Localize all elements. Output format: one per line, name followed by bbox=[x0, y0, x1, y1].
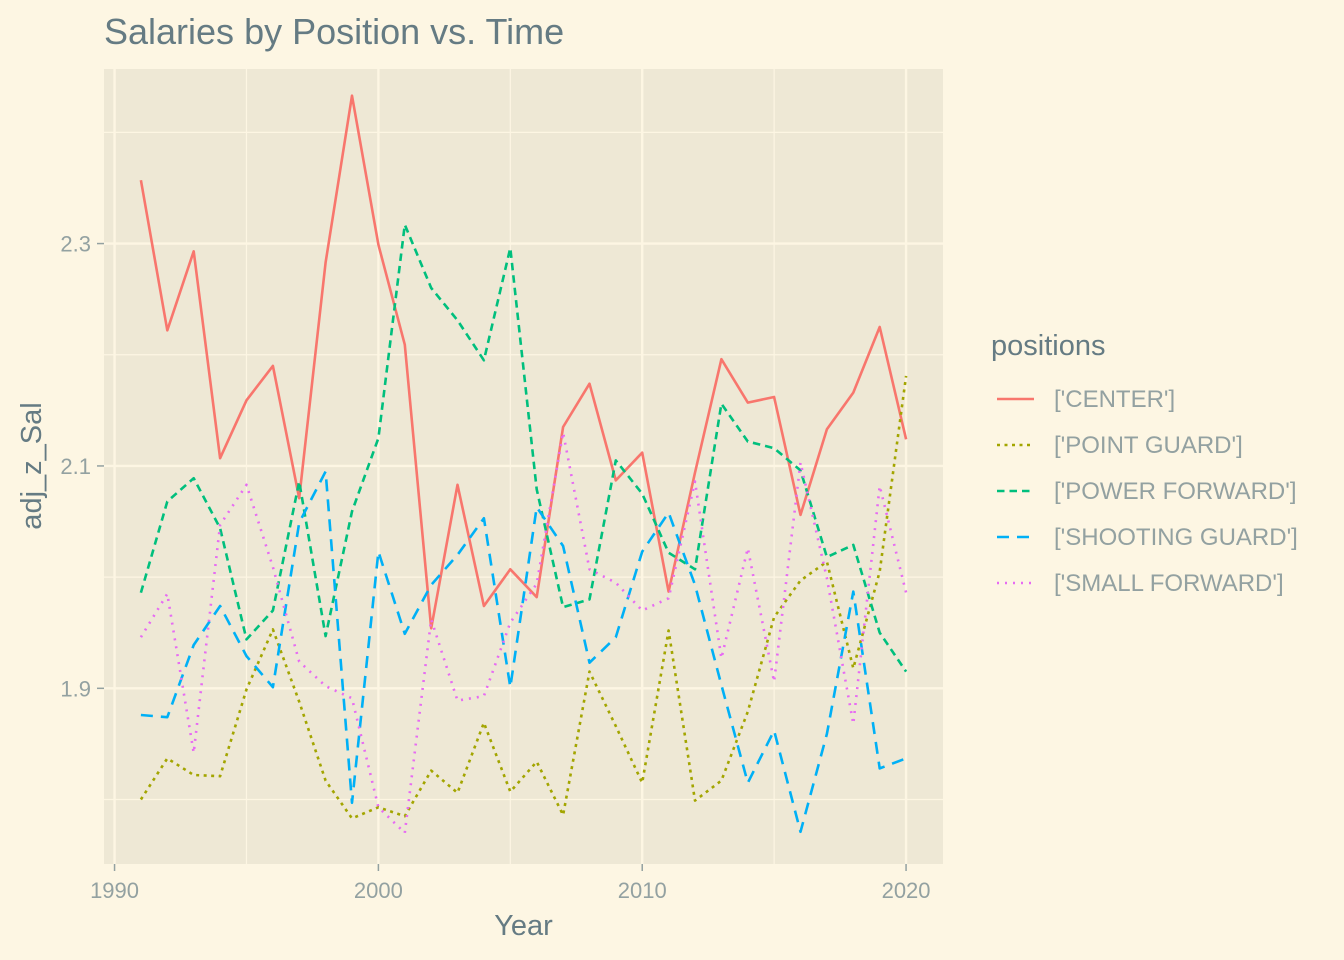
y-axis-title: adj_z_Sal bbox=[16, 402, 48, 529]
y-tick-label: 2.1 bbox=[60, 454, 91, 479]
series-line-0 bbox=[139, 94, 908, 630]
x-tick-label: 1990 bbox=[90, 878, 139, 903]
legend-label: ['POINT GUARD'] bbox=[1054, 432, 1243, 459]
legend-label: ['SMALL FORWARD'] bbox=[1054, 570, 1284, 597]
x-tick-labels: 1990 2000 2010 2020 bbox=[90, 878, 930, 903]
legend-label: ['SHOOTING GUARD'] bbox=[1054, 524, 1298, 551]
axis-ticks bbox=[97, 242, 907, 871]
legend-item: ['SHOOTING GUARD'] bbox=[997, 524, 1298, 551]
series-line-2 bbox=[139, 223, 908, 673]
legend-item: ['POINT GUARD'] bbox=[997, 432, 1243, 459]
series-lines bbox=[139, 94, 908, 835]
series-line-4 bbox=[139, 431, 908, 835]
legend-item: ['SMALL FORWARD'] bbox=[997, 570, 1284, 597]
x-tick-label: 2000 bbox=[354, 878, 403, 903]
legend-label: ['POWER FORWARD'] bbox=[1054, 478, 1297, 505]
x-tick-label: 2020 bbox=[882, 878, 931, 903]
y-tick-label: 2.3 bbox=[60, 232, 91, 257]
series-line-1 bbox=[139, 375, 908, 820]
chart-title: Salaries by Position vs. Time bbox=[104, 11, 564, 52]
y-tick-labels: 1.9 2.1 2.3 bbox=[60, 232, 91, 702]
x-axis-title: Year bbox=[494, 910, 553, 942]
legend: positions ['CENTER'] ['POINT GUARD'] ['POW… bbox=[991, 330, 1298, 597]
legend-label: ['CENTER'] bbox=[1054, 386, 1175, 413]
legend-item: ['CENTER'] bbox=[997, 386, 1175, 413]
series-line-3 bbox=[140, 470, 907, 834]
y-tick-label: 1.9 bbox=[60, 676, 91, 701]
legend-item: ['POWER FORWARD'] bbox=[997, 478, 1297, 505]
legend-title: positions bbox=[991, 330, 1105, 362]
gridlines bbox=[104, 69, 943, 864]
x-tick-label: 2010 bbox=[618, 878, 667, 903]
